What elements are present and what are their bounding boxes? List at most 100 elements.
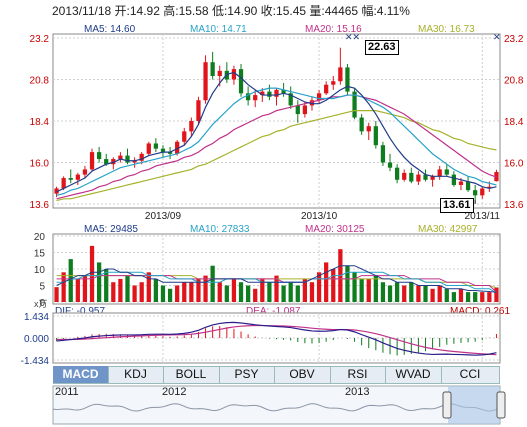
tab-obv[interactable]: OBV <box>274 366 331 383</box>
price-ma10-line <box>56 87 497 196</box>
volume-bar <box>217 282 222 302</box>
volume-y-tick-label: 5 <box>39 282 45 293</box>
candle-body <box>473 190 478 196</box>
volume-bar <box>352 272 357 302</box>
volume-bar <box>68 259 73 302</box>
candle-body <box>373 126 378 146</box>
candle-body <box>96 152 102 160</box>
price-y-tick-label: 13.6 <box>30 200 50 211</box>
candle-body <box>387 162 393 168</box>
price-ma5-legend: MA5: 14.60 <box>84 24 136 35</box>
volume-bar <box>324 262 329 302</box>
volume-bar <box>61 272 66 302</box>
volume-bar <box>366 278 371 302</box>
candle-body <box>430 176 435 180</box>
macd-y-tick-label: 0.000 <box>24 334 49 345</box>
volume-bar <box>203 275 208 302</box>
macd-legend: MACD: 0.261 <box>450 306 511 317</box>
overview-selection[interactable] <box>448 386 500 424</box>
volume-bar <box>160 285 166 302</box>
volume-bar <box>253 288 258 302</box>
price-y-tick-label-right: 13.6 <box>504 200 524 211</box>
volume-bar <box>238 282 244 302</box>
candle-body <box>253 95 258 101</box>
candle-body <box>316 93 322 101</box>
candle-body <box>380 145 386 163</box>
volume-bar <box>196 278 201 302</box>
volume-bar <box>451 292 457 302</box>
candle-body <box>302 105 308 115</box>
tab-boll[interactable]: BOLL <box>163 366 220 383</box>
price-ma20-legend: MA20: 15.16 <box>305 24 362 35</box>
volume-unit: x万 <box>34 299 48 309</box>
candle-body <box>68 178 73 180</box>
low-label: 低: <box>211 4 228 18</box>
volume-bar <box>210 265 215 302</box>
high-label: 高: <box>163 4 179 18</box>
volume-bar <box>394 282 400 302</box>
price-ma30-line <box>56 110 497 202</box>
volume-bar <box>118 278 123 302</box>
candle-body <box>345 67 350 92</box>
volume-bar <box>139 282 144 302</box>
candle-body <box>465 181 471 191</box>
price-y-tick-label: 23.2 <box>30 34 50 45</box>
tab-psy[interactable]: PSY <box>219 366 275 383</box>
tab-cci[interactable]: CCI <box>459 367 481 381</box>
volume-bar <box>75 278 80 302</box>
high-callout: 22.63 <box>365 40 399 55</box>
x-axis-label: 2013/11 <box>465 211 501 222</box>
open-label: 开: <box>114 4 130 18</box>
low-callout: 13.61 <box>440 198 474 213</box>
candle-body <box>82 169 88 175</box>
volume-bar <box>423 285 428 302</box>
volume-bar <box>331 269 336 302</box>
volume-y-tick-label: 20 <box>34 232 46 243</box>
candle-body <box>409 172 414 182</box>
overview-sparkline <box>52 403 501 412</box>
candle-body <box>111 159 116 165</box>
price-ma20-line <box>56 94 497 200</box>
volume-bar <box>444 288 449 302</box>
volume-value: 44465 <box>324 4 359 18</box>
candle-body <box>132 160 137 163</box>
price-ma30-legend: MA30: 16.73 <box>418 24 475 35</box>
tab-wvad[interactable]: WVAD <box>385 366 442 383</box>
overview-strip[interactable] <box>52 385 501 425</box>
volume-bar <box>288 282 293 302</box>
overview-left-handle[interactable] <box>442 391 452 419</box>
ohlc-header: 2013/11/18 开:14.92 高:15.58 低:14.90 收:15.… <box>52 2 410 19</box>
price-ma10-legend: MA10: 14.71 <box>190 24 247 35</box>
candle-body <box>458 181 464 185</box>
candle-body <box>267 91 272 97</box>
volume-bar <box>82 275 88 302</box>
tab-rsi[interactable]: RSI <box>330 366 386 383</box>
change-label: 幅: <box>361 4 377 18</box>
change-value: 4.11% <box>376 4 410 18</box>
x-axis-label: 2013/09 <box>145 211 182 222</box>
volume-bar <box>473 292 478 302</box>
overview-right-handle[interactable] <box>496 391 506 419</box>
volume-bar <box>416 285 421 302</box>
candle-body <box>338 67 343 82</box>
candle-body <box>352 91 357 118</box>
candle-body <box>416 174 421 182</box>
volume-bar <box>54 287 59 302</box>
volume-bar <box>302 278 308 302</box>
candle-body <box>75 174 80 180</box>
volume-bar <box>182 282 187 302</box>
candle-body <box>61 178 66 189</box>
close-value: 15.45 <box>276 4 307 18</box>
candle-body <box>295 105 300 115</box>
volume-bar <box>189 282 194 302</box>
tab-macd[interactable]: MACD <box>53 366 109 383</box>
volume-y-tick-label: 10 <box>34 265 46 276</box>
candle-body <box>402 172 407 180</box>
price-y-tick-label-right: 23.2 <box>504 34 524 45</box>
volume-bar <box>96 262 102 302</box>
tab-kdj[interactable]: KDJ <box>108 366 164 383</box>
volume-ma30-legend: MA30: 42997 <box>418 224 478 235</box>
volume-bar <box>387 285 393 302</box>
high-value: 15.58 <box>178 4 209 18</box>
